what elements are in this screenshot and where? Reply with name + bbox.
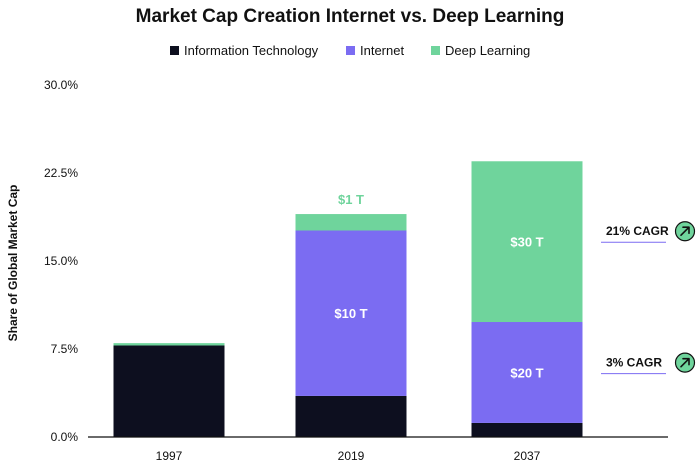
legend-label-information-technology: Information Technology: [184, 43, 319, 58]
y-axis-label: Share of Global Market Cap: [6, 185, 20, 342]
bar-2019-internet: [295, 230, 407, 396]
legend-swatch-internet: [346, 46, 355, 55]
legend: Information Technology Internet Deep Learn…: [170, 43, 530, 58]
chart-title: Market Cap Creation Internet vs. Deep Le…: [136, 6, 565, 27]
top-label-2019: $1 T: [338, 192, 364, 207]
arrow-up-right-glyph: [680, 226, 690, 237]
y-tick-label: 30.0%: [44, 78, 78, 92]
legend-label-internet: Internet: [360, 43, 404, 58]
arrow-up-right-glyph: [680, 357, 690, 368]
cagr-label-internet: 3% CAGR: [606, 356, 662, 370]
x-tick-label-1997: 1997: [156, 449, 183, 463]
y-tick-label: 0.0%: [51, 430, 79, 444]
legend-swatch-deep-learning: [431, 46, 440, 55]
segment-label-2037-internet: $20 T: [510, 365, 543, 380]
y-tick-label: 22.5%: [44, 166, 78, 180]
legend-label-deep-learning: Deep Learning: [445, 43, 530, 58]
bar-2037-information-technology: [471, 422, 583, 437]
bar-2019-information-technology: [295, 395, 407, 437]
y-tick-label: 15.0%: [44, 254, 78, 268]
bar-1997-information-technology: [113, 345, 225, 437]
x-axis-ticks: 1997 2019 2037: [156, 449, 541, 463]
y-tick-label: 7.5%: [51, 342, 79, 356]
bar-2037-internet: [471, 322, 583, 423]
x-tick-label-2019: 2019: [338, 449, 365, 463]
bar-1997-deep-learning: [113, 343, 225, 346]
bars: $10 T $20 T $30 T $1 T: [113, 161, 583, 437]
legend-swatch-information-technology: [170, 46, 179, 55]
bar-2019-deep-learning: [295, 214, 407, 231]
segment-label-2019-internet: $10 T: [334, 306, 367, 321]
segment-label-2037-deep-learning: $30 T: [510, 235, 543, 250]
cagr-label-deep-learning: 21% CAGR: [606, 224, 669, 238]
bar-2037-deep-learning: [471, 161, 583, 323]
x-tick-label-2037: 2037: [514, 449, 541, 463]
y-axis-ticks: 0.0% 7.5% 15.0% 22.5% 30.0%: [44, 78, 78, 444]
annotations: 21% CAGR 3% CAGR: [601, 221, 696, 375]
